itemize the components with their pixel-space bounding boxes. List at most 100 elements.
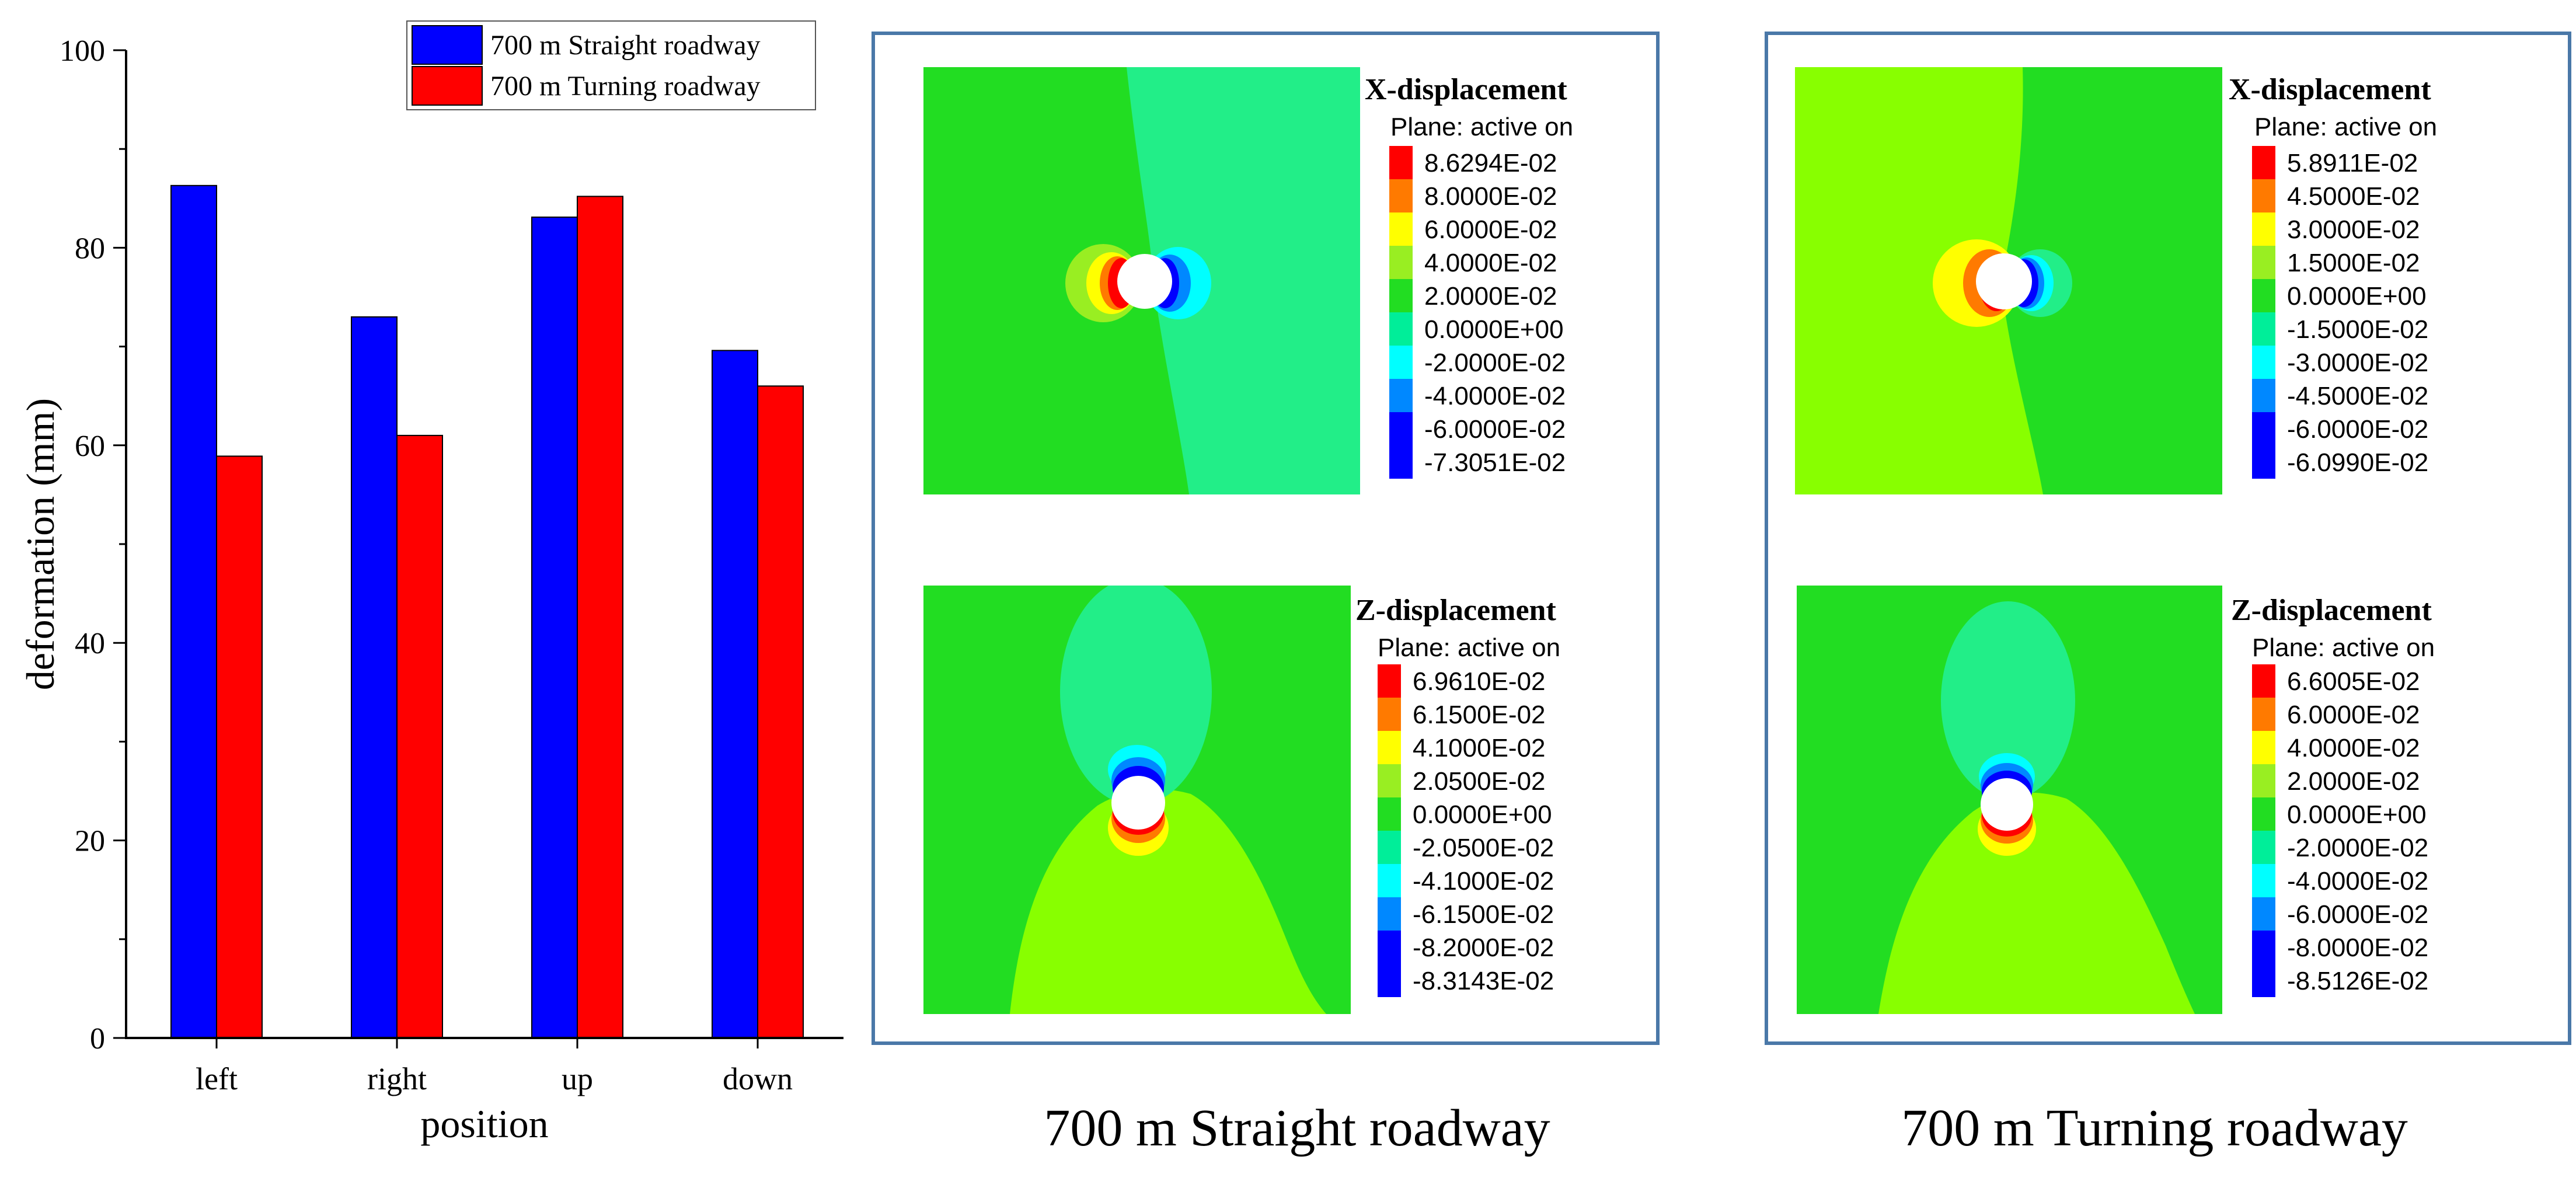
bar-right-straight — [351, 316, 398, 1039]
colorbar-straight-x-label-0: 8.6294E-02 — [1424, 149, 1557, 177]
colorbar-straight-x-swatch-7 — [1389, 379, 1413, 412]
colorbar-straight-x-label-4: 2.0000E-02 — [1424, 282, 1557, 311]
colorbar-straight-x-label-5: 0.0000E+00 — [1424, 315, 1564, 344]
colorbar-turning-x-label-6: -3.0000E-02 — [2287, 349, 2428, 377]
colorbar-straight-x-swatch-1 — [1389, 179, 1413, 212]
contour-turning-z: Z-displacement Plane: active on 6.6005E-… — [1797, 586, 2435, 1014]
colorbar-turning-x-label-4: 0.0000E+00 — [2287, 282, 2427, 311]
colorbar-turning-z-swatch-4 — [2252, 797, 2275, 831]
colorbar-turning-x-label-5: -1.5000E-02 — [2287, 315, 2428, 344]
y-tick-label-20: 20 — [75, 825, 105, 858]
colorbar-straight-x-swatch-0 — [1389, 146, 1413, 179]
bar-up-straight — [531, 216, 578, 1039]
colorbar-turning-z-label-9: -8.5126E-02 — [2287, 967, 2428, 995]
colorbar-straight-z-label-0: 6.9610E-02 — [1413, 667, 1546, 696]
colorbar-straight-z-swatch-5 — [1378, 831, 1401, 864]
z-plot-title-turning: Z-displacement — [2231, 594, 2432, 627]
colorbar-turning-x-swatch-4 — [2252, 279, 2275, 312]
colorbar-straight-z-swatch-4 — [1378, 797, 1401, 831]
colorbar-straight-z-label-4: 0.0000E+00 — [1413, 800, 1552, 829]
colorbar-straight-x-label-7: -4.0000E-02 — [1424, 382, 1566, 410]
colorbar-turning-x-label-1: 4.5000E-02 — [2287, 182, 2420, 211]
legend-swatch-straight — [412, 25, 483, 65]
colorbar-straight-z-label-1: 6.1500E-02 — [1413, 701, 1546, 729]
bar-chart: 0 20 40 60 80 100 left right up down deformation… — [18, 20, 843, 1146]
x-ticks: left right up down — [196, 1038, 793, 1096]
panel-turning: X-displacement Plane: active on 5.8911E-… — [1765, 32, 2571, 1045]
colorbar-straight-x-swatch-6 — [1389, 346, 1413, 379]
colorbar-straight-x-label-9: -7.3051E-02 — [1424, 448, 1566, 477]
colorbar-turning-z-swatch-2 — [2252, 731, 2275, 764]
colorbar-turning-x-swatch-1 — [2252, 179, 2275, 212]
colorbar-turning-x-swatch-9 — [2252, 445, 2275, 479]
bar-up-turning — [577, 196, 623, 1039]
y-tick-label-60: 60 — [75, 430, 105, 463]
colorbar-turning-z-label-4: 0.0000E+00 — [2287, 800, 2427, 829]
x-plot-subtitle-turning: Plane: active on — [2254, 113, 2437, 141]
z-plot-subtitle-straight: Plane: active on — [1378, 633, 1560, 662]
colorbar-straight-x-label-6: -2.0000E-02 — [1424, 349, 1566, 377]
legend-swatch-turning — [412, 66, 483, 106]
contour-straight-z: Z-displacement Plane: active on 6.9610E-… — [923, 586, 1560, 1014]
colorbar-straight-z-swatch-2 — [1378, 731, 1401, 764]
y-tick-label-40: 40 — [75, 627, 105, 660]
legend: 700 m Straight roadway 700 m Turning roa… — [406, 20, 816, 110]
colorbar-turning-x-label-0: 5.8911E-02 — [2287, 149, 2418, 177]
colorbar-straight-z: 6.9610E-02 6.1500E-02 4.1000E-02 2.0500E-02… — [1378, 664, 1554, 997]
colorbar-turning-z-label-6: -4.0000E-02 — [2287, 867, 2428, 896]
colorbar-straight-x-swatch-8 — [1389, 412, 1413, 445]
x-tick-label-up: up — [562, 1061, 593, 1096]
caption-turning: 700 m Turning roadway — [1901, 1099, 2408, 1157]
colorbar-straight-x: 8.6294E-02 8.0000E-02 6.0000E-02 4.0000E-02… — [1389, 146, 1566, 479]
legend-label-straight: 700 m Straight roadway — [490, 30, 761, 61]
colorbar-straight-x-swatch-2 — [1389, 212, 1413, 246]
colorbar-turning-z-label-2: 4.0000E-02 — [2287, 734, 2420, 762]
colorbar-turning-x-swatch-2 — [2252, 212, 2275, 246]
x-plot-title-turning: X-displacement — [2229, 73, 2431, 106]
bar-down-straight — [712, 350, 758, 1039]
colorbar-turning-z-swatch-7 — [2252, 897, 2275, 931]
colorbar-turning-x-label-7: -4.5000E-02 — [2287, 382, 2428, 410]
colorbar-turning-z-swatch-5 — [2252, 831, 2275, 864]
x-plot-subtitle-straight: Plane: active on — [1390, 113, 1573, 141]
z-plot-subtitle-turning: Plane: active on — [2252, 633, 2435, 662]
colorbar-turning-x-swatch-7 — [2252, 379, 2275, 412]
colorbar-straight-z-swatch-7 — [1378, 897, 1401, 931]
contour-straight-x: X-displacement Plane: active on 8.6294E-… — [923, 67, 1573, 494]
colorbar-straight-z-swatch-3 — [1378, 764, 1401, 797]
colorbar-straight-x-label-1: 8.0000E-02 — [1424, 182, 1557, 211]
colorbar-straight-z-swatch-0 — [1378, 664, 1401, 698]
bar-left-straight — [170, 184, 217, 1039]
colorbar-turning-x-label-2: 3.0000E-02 — [2287, 215, 2420, 244]
x-tick-label-down: down — [723, 1061, 793, 1096]
panel-straight: X-displacement Plane: active on 8.6294E-… — [872, 32, 1660, 1045]
colorbar-turning-x-swatch-8 — [2252, 412, 2275, 445]
colorbar-straight-x-swatch-3 — [1389, 246, 1413, 279]
colorbar-turning-x: 5.8911E-02 4.5000E-02 3.0000E-02 1.5000E-02… — [2252, 146, 2428, 479]
colorbar-turning-x-swatch-0 — [2252, 146, 2275, 179]
x-plot-title-straight: X-displacement — [1365, 73, 1567, 106]
contour-turning-x: X-displacement Plane: active on 5.8911E-… — [1795, 67, 2437, 494]
colorbar-straight-z-swatch-9 — [1378, 964, 1401, 997]
colorbar-turning-x-label-8: -6.0000E-02 — [2287, 415, 2428, 444]
bar-left-turning — [216, 455, 263, 1039]
z-plot-title-straight: Z-displacement — [1355, 594, 1556, 627]
colorbar-turning-z-swatch-8 — [2252, 931, 2275, 964]
colorbar-straight-x-label-3: 4.0000E-02 — [1424, 249, 1557, 277]
colorbar-turning-z-label-1: 6.0000E-02 — [2287, 701, 2420, 729]
colorbar-turning-z-label-7: -6.0000E-02 — [2287, 900, 2428, 929]
caption-straight: 700 m Straight roadway — [1044, 1099, 1550, 1157]
colorbar-turning-z-swatch-6 — [2252, 864, 2275, 897]
colorbar-straight-x-label-2: 6.0000E-02 — [1424, 215, 1557, 244]
colorbar-turning-x-label-9: -6.0990E-02 — [2287, 448, 2428, 477]
colorbar-turning-z: 6.6005E-02 6.0000E-02 4.0000E-02 2.0000E-02… — [2252, 664, 2428, 997]
y-tick-label-0: 0 — [90, 1022, 105, 1055]
colorbar-straight-z-label-2: 4.1000E-02 — [1413, 734, 1546, 762]
colorbar-turning-z-swatch-9 — [2252, 964, 2275, 997]
colorbar-turning-z-label-0: 6.6005E-02 — [2287, 667, 2420, 696]
colorbar-turning-x-swatch-5 — [2252, 312, 2275, 346]
colorbar-straight-x-swatch-4 — [1389, 279, 1413, 312]
y-tick-label-80: 80 — [75, 232, 105, 265]
colorbar-straight-z-label-7: -6.1500E-02 — [1413, 900, 1554, 929]
